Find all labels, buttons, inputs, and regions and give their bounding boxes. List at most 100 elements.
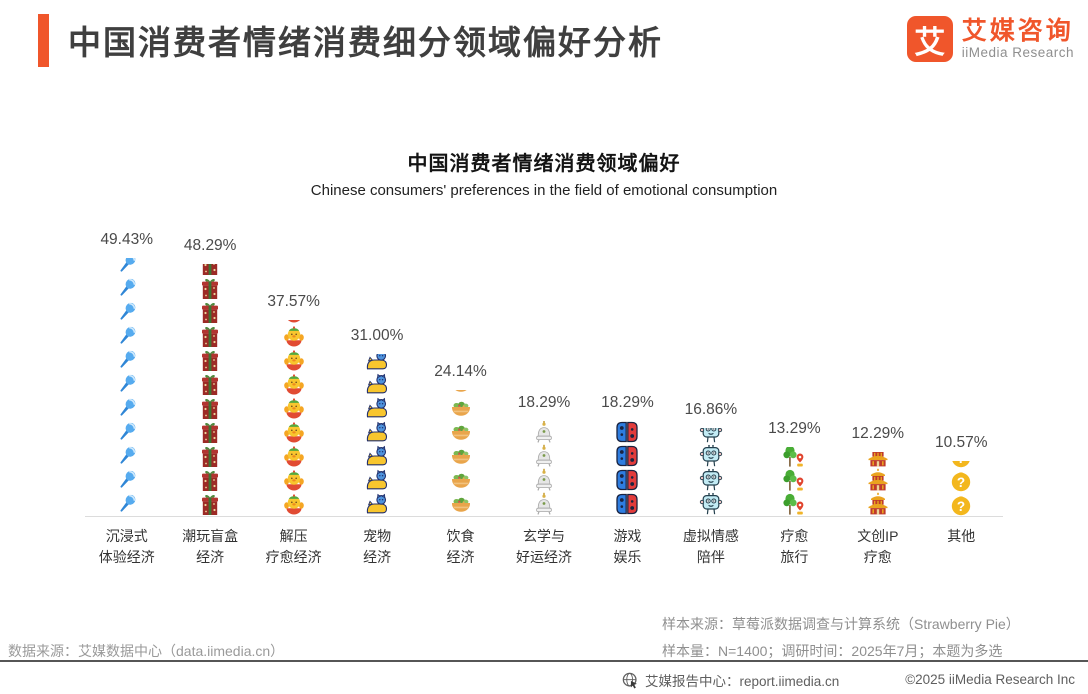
chart-bar-column: 24.14% <box>419 216 502 516</box>
microphone-icon <box>115 324 139 348</box>
travel-tree-icon <box>782 468 806 492</box>
duck-toy-icon <box>282 348 306 372</box>
chart-bar-column: 10.57% <box>920 216 1003 516</box>
footer-divider <box>0 660 1088 662</box>
microphone-icon <box>115 372 139 396</box>
bar-value-label: 18.29% <box>517 394 571 411</box>
chart-bar-column: 18.29% <box>586 216 669 516</box>
temple-icon <box>866 492 890 516</box>
icon-bar <box>364 354 390 516</box>
chart-bar-column: 48.29% <box>168 216 251 516</box>
giftbox-icon <box>198 264 222 276</box>
salad-bowl-icon <box>449 468 473 492</box>
logo-brand-en: iiMedia Research <box>961 45 1074 61</box>
giftbox-icon <box>198 300 222 324</box>
footer: 艾媒报告中心：report.iimedia.cn ©2025 iiMedia R… <box>0 666 1088 692</box>
bar-value-label: 24.14% <box>434 363 487 380</box>
copyright-text: ©2025 iiMedia Research Inc <box>905 672 1075 687</box>
giftbox-icon <box>198 492 222 516</box>
bar-value-label: 31.00% <box>350 327 404 344</box>
duck-toy-icon <box>282 396 306 420</box>
icon-bar <box>614 421 640 516</box>
duck-toy-icon <box>282 444 306 468</box>
duck-toy-icon <box>282 324 306 348</box>
temple-icon <box>866 452 890 468</box>
bar-value-label: 12.29% <box>851 425 905 442</box>
salad-bowl-icon <box>449 444 473 468</box>
title-accent-bar <box>38 14 49 67</box>
bar-value-label: 49.43% <box>100 231 154 248</box>
game-controller-icon <box>615 468 639 492</box>
chart-bar-column: 13.29% <box>753 216 836 516</box>
icon-bar <box>114 258 140 516</box>
salad-bowl-icon <box>449 396 473 420</box>
question-coin-icon <box>949 492 973 516</box>
category-label: 游戏 娱乐 <box>613 528 642 565</box>
robot-icon <box>699 428 723 444</box>
giftbox-icon <box>198 420 222 444</box>
icon-bar <box>197 264 223 516</box>
giftbox-icon <box>198 444 222 468</box>
icon-bar <box>281 320 307 516</box>
icon-bar <box>781 447 807 516</box>
chart-bar-column: 18.29% <box>502 216 585 516</box>
chart-bar-column: 37.57% <box>252 216 335 516</box>
pet-cat-icon <box>365 396 389 420</box>
microphone-icon <box>115 468 139 492</box>
category-label: 解压 疗愈经济 <box>265 528 322 565</box>
game-controller-icon <box>615 444 639 468</box>
sample-source-note: 样本来源：草莓派数据调查与计算系统（Strawberry Pie） <box>662 616 1020 632</box>
duck-toy-icon <box>282 372 306 396</box>
logo-brand-cn: 艾媒咨询 <box>961 16 1074 45</box>
bar-value-label: 16.86% <box>684 401 738 418</box>
sample-info-note: 样本量：N=1400；调研时间：2025年7月；本题为多选 <box>662 643 1003 659</box>
pet-cat-icon <box>365 372 389 396</box>
pet-cat-icon <box>365 492 389 516</box>
microphone-icon <box>115 396 139 420</box>
data-source-note: 数据来源：艾媒数据中心（data.iimedia.cn） <box>8 643 285 659</box>
icon-bar <box>698 428 724 516</box>
chart-bar-column: 31.00% <box>335 216 418 516</box>
category-label: 疗愈 旅行 <box>780 528 809 565</box>
game-controller-icon <box>615 492 639 516</box>
salad-bowl-icon <box>449 420 473 444</box>
category-label: 潮玩盲盒 经济 <box>182 528 239 565</box>
pet-cat-icon <box>365 354 389 372</box>
chart-bar-column: 16.86% <box>669 216 752 516</box>
category-label: 饮食 经济 <box>446 528 475 565</box>
temple-icon <box>866 468 890 492</box>
duck-toy-icon <box>282 492 306 516</box>
page-title: 中国消费者情绪消费细分领域偏好分析 <box>68 24 663 61</box>
giftbox-icon <box>198 324 222 348</box>
chart-title: 中国消费者情绪消费领域偏好 <box>407 153 681 175</box>
duck-toy-icon <box>282 420 306 444</box>
report-center-text: 艾媒报告中心：report.iimedia.cn <box>645 674 840 689</box>
icon-bar <box>531 421 557 516</box>
category-label: 虚拟情感 陪伴 <box>682 528 739 565</box>
robot-icon <box>699 468 723 492</box>
travel-tree-icon <box>782 492 806 516</box>
bell-censer-icon <box>532 492 556 516</box>
giftbox-icon <box>198 372 222 396</box>
chart-categories: 沉浸式 体验经济 潮玩盲盒 经济 解压 疗愈经济 宠物 经济 饮食 经济 玄学与 好运经济 游戏 娱乐 虚拟… <box>85 526 1003 568</box>
iimedia-logo-icon: 艾 <box>906 16 953 62</box>
travel-tree-icon <box>782 447 806 468</box>
bar-value-label: 13.29% <box>768 420 821 437</box>
logo-text: 艾媒咨询 iiMedia Research <box>961 16 1074 61</box>
bar-value-label: 48.29% <box>183 237 237 254</box>
robot-icon <box>699 492 723 516</box>
icon-bar <box>865 452 891 516</box>
icon-bar <box>948 461 974 516</box>
globe-cursor-icon <box>622 672 637 688</box>
giftbox-icon <box>198 468 222 492</box>
chart-plot: 49.43% 48.29% 37.57% 31.00% 24.14% 18.29% 18.2… <box>85 216 1003 517</box>
bell-censer-icon <box>532 468 556 492</box>
chart-bar-column: 49.43% <box>85 216 168 516</box>
microphone-icon <box>115 420 139 444</box>
giftbox-icon <box>198 396 222 420</box>
bar-value-label: 18.29% <box>601 394 654 411</box>
microphone-icon <box>115 492 139 516</box>
giftbox-icon <box>198 348 222 372</box>
game-controller-icon <box>615 421 639 444</box>
